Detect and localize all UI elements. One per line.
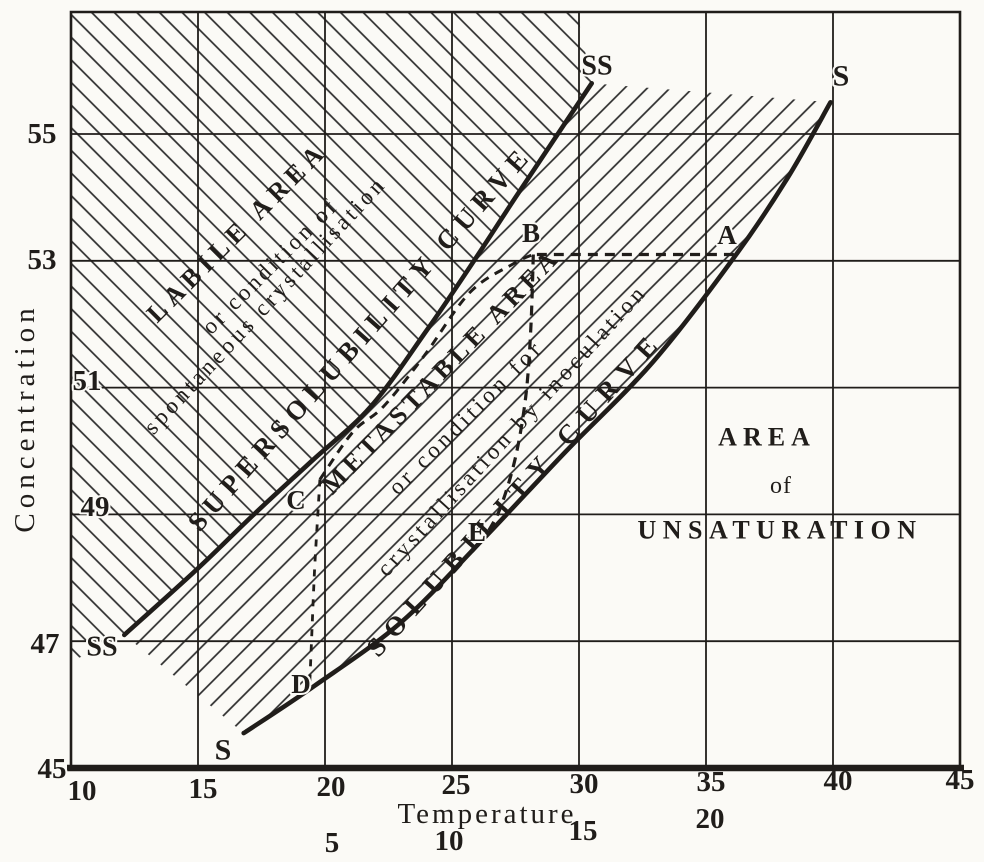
inoculation-path-C-D [308,479,322,683]
unsaturation-area-line3: UNSATURATION [637,516,922,545]
xtick-45: 45 [946,764,975,796]
xtick-25: 25 [442,769,471,801]
solubility-curve [241,100,833,736]
unsaturation-area-line1: AREA [718,423,816,452]
xtick-30: 30 [570,768,599,800]
y-axis-title: Concentration [9,303,41,532]
point-label-e: E [468,517,486,547]
unsaturation-area-line2: of [770,473,792,499]
plot-frame [67,10,964,772]
ytick-45: 45 [38,753,67,785]
point-label-d: D [291,669,311,699]
point-label-b: B [522,218,540,248]
ytick-55: 55 [28,118,57,150]
x-axis-title: Temperature [397,798,576,830]
labile-area-hatch [71,12,592,662]
label-ss-top: SS [581,51,612,82]
xtick2-15: 15 [569,815,598,847]
metastable-area-hatch [124,83,831,734]
gridlines [71,12,960,768]
ytick-53: 53 [28,244,57,276]
xtick-15: 15 [189,773,218,805]
label-ss-bottom: SS [86,632,117,663]
point-label-a: A [717,220,737,250]
xtick2-20: 20 [696,803,725,835]
xtick-20: 20 [317,771,346,803]
xtick-35: 35 [697,766,726,798]
xtick-10: 10 [68,775,97,807]
metastable-path-C-B [318,253,534,481]
crystallisation-path-B-E [483,254,535,538]
xtick2-10: 10 [435,825,464,857]
label-s-bottom: S [215,734,232,767]
supersolubility-curve [122,81,594,638]
xtick-40: 40 [824,765,853,797]
point-label-c: C [286,485,306,515]
xtick2-5: 5 [325,827,340,859]
ytick-51: 51 [73,365,102,397]
ytick-47: 47 [31,628,60,660]
frame-border [69,10,962,768]
label-s-top: S [833,60,850,93]
ytick-49: 49 [81,491,110,523]
